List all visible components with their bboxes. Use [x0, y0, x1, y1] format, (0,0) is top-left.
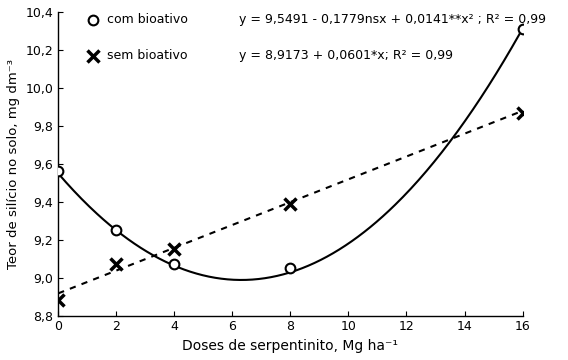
Text: y = 9,5491 - 0,1779nsx + 0,0141**x² ; R² = 0,99: y = 9,5491 - 0,1779nsx + 0,0141**x² ; R²… — [239, 13, 546, 26]
Text: sem bioativo: sem bioativo — [107, 49, 187, 63]
Text: com bioativo: com bioativo — [107, 13, 188, 26]
Y-axis label: Teor de silício no solo, mg dm⁻³: Teor de silício no solo, mg dm⁻³ — [7, 59, 20, 269]
X-axis label: Doses de serpentinito, Mg ha⁻¹: Doses de serpentinito, Mg ha⁻¹ — [182, 339, 398, 353]
Text: y = 8,9173 + 0,0601*x; R² = 0,99: y = 8,9173 + 0,0601*x; R² = 0,99 — [239, 49, 453, 63]
